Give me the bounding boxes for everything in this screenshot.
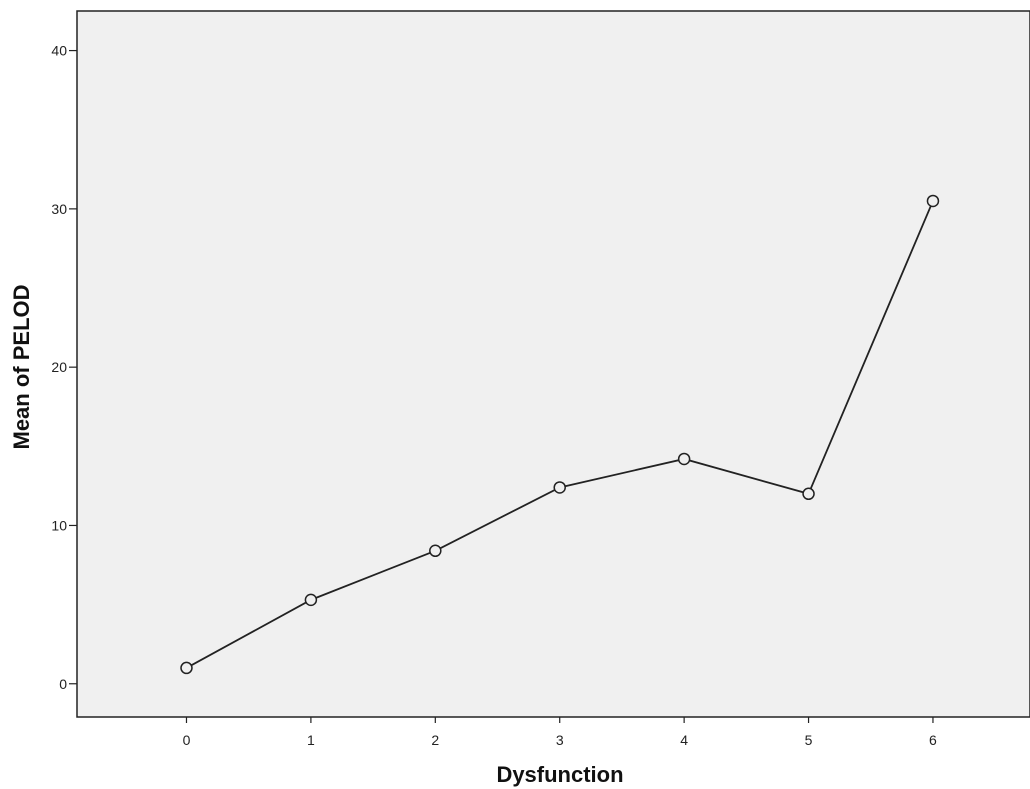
data-point [677,452,691,466]
y-axis-ticks: 0 10 20 30 40 [51,43,77,692]
series-group [180,194,940,675]
x-tick-label: 2 [431,732,439,748]
y-tick-label: 40 [51,43,67,59]
y-tick-label: 0 [59,676,67,692]
data-point [180,661,193,675]
x-tick-label: 4 [680,732,688,748]
x-tick-label: 5 [805,732,813,748]
x-tick-label: 3 [556,732,564,748]
plot-area [76,10,1030,718]
data-point [429,544,442,558]
x-tick-label: 0 [183,732,191,748]
y-tick-label: 30 [51,201,67,217]
y-tick-label: 10 [51,517,67,533]
data-point [553,481,566,494]
y-axis-title: Mean of PELOD [9,284,34,449]
data-point [926,194,940,208]
x-tick-label: 6 [929,732,937,748]
y-tick-label: 20 [51,359,67,375]
x-axis-title: Dysfunction [496,762,623,787]
x-tick-label: 1 [307,732,315,748]
data-point [802,487,815,501]
data-point [304,593,318,607]
x-axis-ticks: 0 1 2 3 4 5 6 [183,717,937,748]
